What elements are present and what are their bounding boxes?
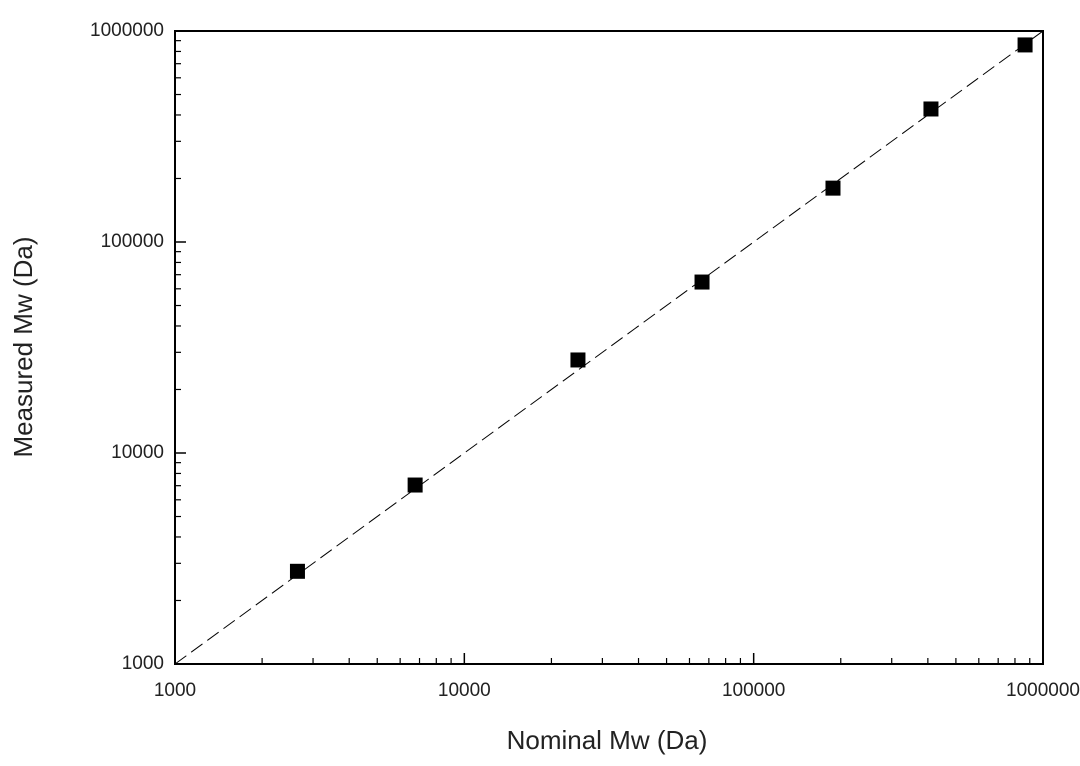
x-axis-title: Nominal Mw (Da) [507, 725, 708, 755]
identity-line [174, 30, 1044, 665]
data-point [1017, 37, 1033, 53]
x-tick-label: 10000 [438, 680, 491, 701]
data-point [694, 274, 710, 290]
y-tick-label: 1000 [122, 653, 164, 674]
x-tick-label: 1000000 [1006, 680, 1080, 701]
y-tick-label: 10000 [111, 442, 164, 463]
data-point [289, 563, 305, 579]
x-tick-label: 1000 [154, 680, 196, 701]
data-point [923, 101, 939, 117]
y-axis-title: Measured Mw (Da) [8, 236, 38, 457]
x-tick-label: 100000 [722, 680, 785, 701]
data-point [570, 352, 586, 368]
y-tick-label: 100000 [101, 231, 164, 252]
data-point [407, 477, 423, 493]
plot-frame [174, 30, 1044, 665]
data-point [825, 180, 841, 196]
y-tick-label: 1000000 [90, 20, 164, 41]
